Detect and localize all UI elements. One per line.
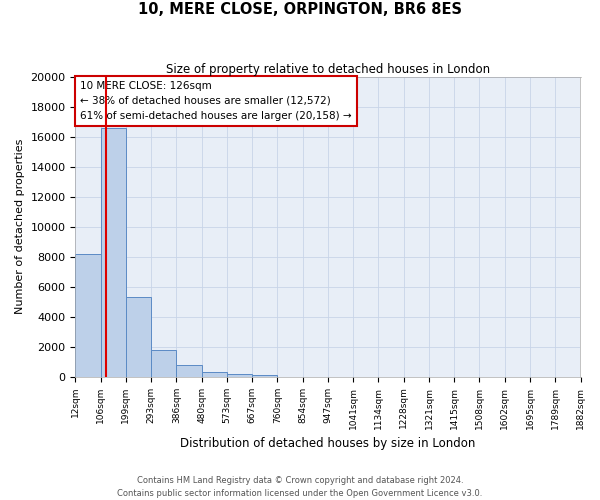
- X-axis label: Distribution of detached houses by size in London: Distribution of detached houses by size …: [180, 437, 476, 450]
- Bar: [227, 374, 252, 377]
- Bar: [252, 376, 277, 377]
- Text: 10 MERE CLOSE: 126sqm
← 38% of detached houses are smaller (12,572)
61% of semi-: 10 MERE CLOSE: 126sqm ← 38% of detached …: [80, 81, 352, 121]
- Bar: [76, 254, 101, 377]
- Bar: [176, 365, 202, 377]
- Bar: [202, 372, 227, 377]
- Title: Size of property relative to detached houses in London: Size of property relative to detached ho…: [166, 62, 490, 76]
- Y-axis label: Number of detached properties: Number of detached properties: [15, 139, 25, 314]
- Text: 10, MERE CLOSE, ORPINGTON, BR6 8ES: 10, MERE CLOSE, ORPINGTON, BR6 8ES: [138, 2, 462, 18]
- Text: Contains HM Land Registry data © Crown copyright and database right 2024.
Contai: Contains HM Land Registry data © Crown c…: [118, 476, 482, 498]
- Bar: [126, 298, 151, 377]
- Bar: [101, 128, 126, 377]
- Bar: [151, 350, 176, 377]
